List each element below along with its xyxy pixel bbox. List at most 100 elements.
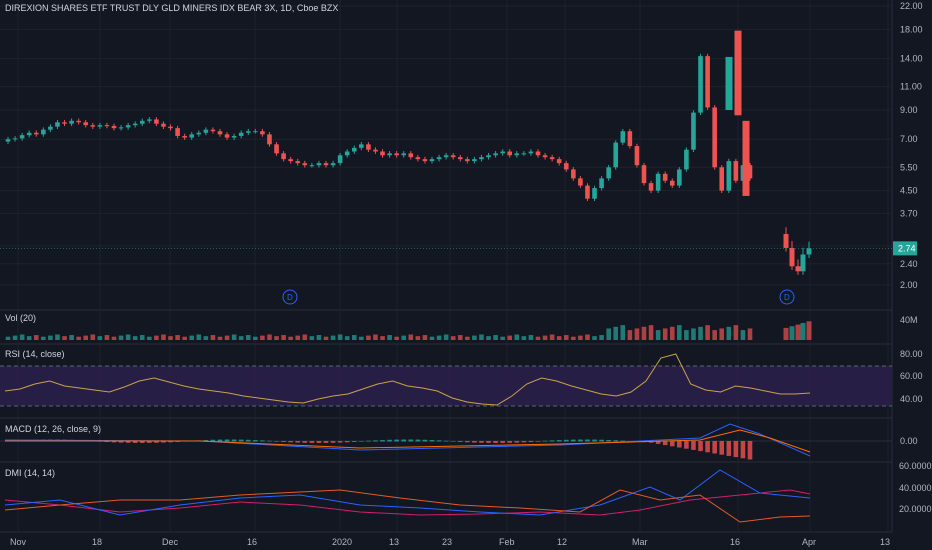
volume-bar [613, 326, 619, 340]
macd-histogram-bar [253, 440, 258, 442]
candle [380, 151, 385, 156]
dividend-marker [282, 289, 298, 305]
volume-bar [719, 328, 725, 340]
time-tick-label: 13 [880, 537, 890, 547]
volume-bar [97, 336, 103, 340]
volume-bar [648, 325, 654, 340]
minus-di-line [4, 489, 811, 523]
macd-histogram-bar [613, 440, 619, 442]
macd-histogram-bar [422, 439, 428, 442]
macd-histogram-bar [281, 441, 286, 442]
candle [48, 126, 53, 130]
volume-bar [795, 324, 801, 340]
volume-bar [726, 326, 732, 340]
time-tick-label: 23 [442, 537, 452, 547]
volume-bar [210, 335, 216, 340]
candle [366, 144, 371, 150]
candle [507, 151, 513, 156]
candle [168, 126, 173, 129]
volume-bar [655, 330, 661, 340]
candle [436, 157, 442, 160]
volume-bar [118, 335, 124, 340]
candle [472, 159, 477, 162]
candle [563, 163, 569, 170]
volume-bar [800, 322, 806, 340]
macd-histogram-bar [267, 440, 272, 442]
volume-bar [26, 336, 32, 340]
candle [224, 134, 230, 138]
candle [450, 155, 456, 158]
macd-histogram-bar [302, 441, 308, 443]
macd-histogram-bar [224, 439, 230, 442]
volume-bar [705, 325, 710, 340]
volume-bar [747, 328, 753, 340]
macd-histogram-bar [740, 441, 746, 459]
dmi-axis-60: 60.0000 [899, 461, 932, 471]
volume-bar [139, 335, 145, 340]
candle [302, 163, 308, 166]
macd-histogram-bar [705, 441, 710, 453]
macd-histogram-bar [295, 441, 301, 443]
candle [323, 163, 329, 166]
candle [429, 159, 435, 162]
candle [359, 144, 364, 148]
macd-histogram-bar [125, 441, 131, 443]
macd-histogram-bar [472, 441, 477, 443]
candle [41, 129, 46, 135]
volume-bar [323, 336, 329, 340]
volume-bar [450, 336, 456, 340]
volume-bar [563, 335, 569, 340]
candle [182, 135, 187, 138]
volume-bar [33, 335, 39, 340]
candle [578, 178, 583, 186]
macd-histogram-bar [436, 440, 442, 442]
macd-histogram-bar [493, 441, 498, 443]
rsi-axis-60: 60.00 [900, 371, 923, 381]
rsi-title: RSI (14, close) [5, 349, 65, 359]
candle [486, 155, 491, 158]
candle [76, 120, 81, 123]
candle [316, 163, 322, 166]
macd-histogram-bar [620, 440, 626, 442]
volume-bar [627, 330, 633, 340]
price-tick-label: 2.00 [900, 280, 918, 290]
macd-histogram-bar [465, 441, 470, 443]
volume-bar [12, 335, 18, 340]
volume-bar [634, 328, 640, 340]
dmi-title: DMI (14, 14) [5, 468, 56, 478]
volume-bar [806, 321, 812, 340]
macd-histogram-bar [168, 441, 173, 443]
candle [712, 107, 717, 168]
candle [691, 112, 696, 150]
macd-histogram-bar [684, 441, 689, 449]
volume-bar [556, 336, 562, 340]
macd-histogram-bar [118, 441, 124, 443]
volume-bar [422, 335, 428, 340]
volume-bar [366, 335, 371, 340]
candle [238, 132, 244, 136]
macd-histogram-bar [606, 439, 611, 442]
candle [189, 134, 195, 138]
macd-histogram-bar [450, 441, 456, 442]
dmi-axis-20: 20.0000 [899, 504, 932, 514]
volume-bar [55, 334, 60, 340]
price-tick-label: 3.70 [900, 208, 918, 218]
macd-histogram-bar [585, 439, 590, 442]
candle [394, 153, 399, 156]
candle [267, 134, 272, 145]
macd-histogram-bar [747, 441, 753, 460]
volume-bar [274, 336, 279, 340]
candle [789, 247, 795, 267]
macd-histogram-bar [309, 441, 315, 443]
time-tick-label: 16 [247, 537, 257, 547]
candle [387, 153, 392, 156]
candle [330, 163, 336, 166]
candle [147, 119, 152, 121]
candle [401, 153, 407, 156]
macd-histogram-bar [507, 441, 513, 443]
candle [139, 120, 145, 124]
candle [795, 266, 801, 272]
volume-bar [514, 334, 520, 340]
candle [161, 123, 166, 127]
volume-bar [351, 335, 357, 340]
